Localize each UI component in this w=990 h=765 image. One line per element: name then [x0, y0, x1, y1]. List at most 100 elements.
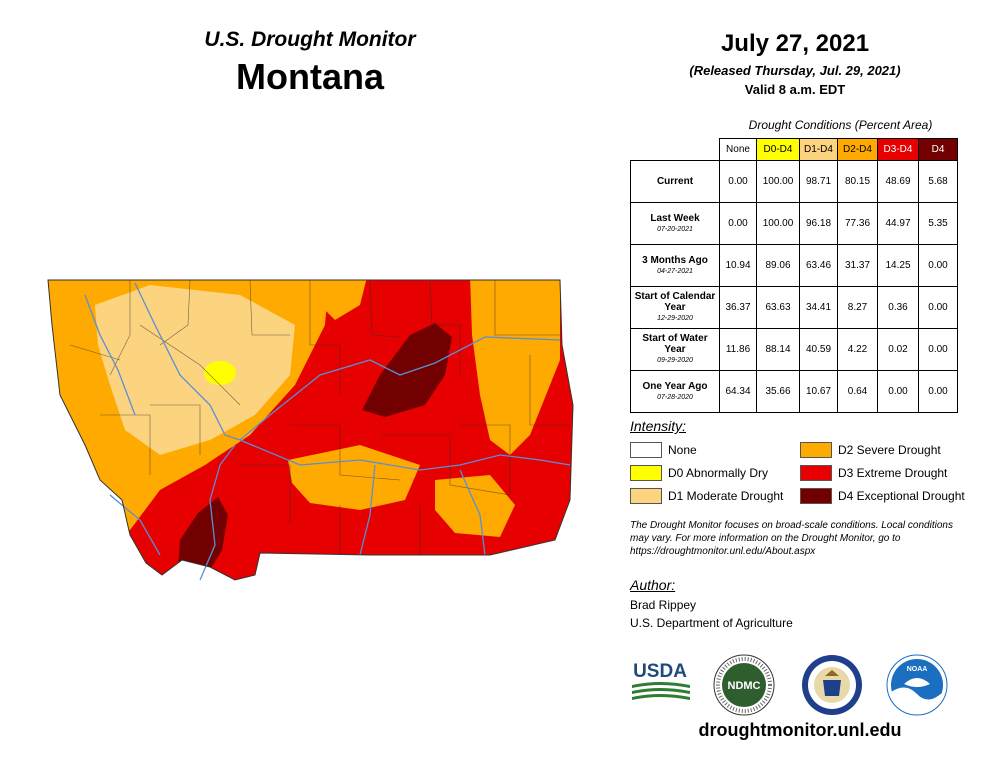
- map-date: July 27, 2021: [720, 30, 870, 57]
- d2-region-northeast: [470, 280, 560, 455]
- table-cell: 64.34: [719, 370, 757, 413]
- author-org: U.S. Department of Agriculture: [630, 616, 793, 630]
- col-header-d3-d4: D3-D4: [877, 138, 919, 161]
- row-date: 09-29-2020: [657, 357, 693, 364]
- table-cell: 4.22: [837, 328, 878, 371]
- row-label-text: Start of Water Year: [642, 333, 708, 355]
- table-row: 3 Months Ago 04-27-2021 10.94 89.06 63.46…: [630, 244, 958, 287]
- table-cell: 10.67: [799, 370, 838, 413]
- legend-swatch: [800, 488, 832, 504]
- row-label: Start of Calendar Year 12-29-2020: [630, 286, 720, 329]
- d4-region-southwest: [178, 497, 228, 580]
- legend-label: D0 Abnormally Dry: [668, 466, 769, 480]
- legend-label: D3 Extreme Drought: [838, 466, 948, 480]
- legend-item-d3: D3 Extreme Drought: [800, 465, 947, 481]
- table-cell: 98.71: [799, 160, 838, 203]
- usda-logo-text: USDA: [633, 661, 687, 682]
- county-lines: [69, 279, 570, 555]
- table-cell: 0.36: [877, 286, 919, 329]
- legend-label: D1 Moderate Drought: [668, 489, 784, 503]
- table-cell: 10.94: [719, 244, 757, 287]
- row-date: 07-28-2020: [657, 393, 693, 401]
- d1-region: [95, 285, 295, 455]
- table-row: Last Week 07-20-2021 0.00 100.00 96.18 77…: [630, 202, 958, 245]
- table-cell: 88.14: [756, 328, 800, 371]
- legend-swatch: [630, 465, 662, 481]
- drought-conditions-table: None D0-D4 D1-D4 D2-D4 D3-D4 D4 Current …: [630, 138, 958, 413]
- table-corner: [630, 138, 720, 161]
- table-cell: 0.00: [918, 328, 958, 371]
- table-cell: 5.68: [918, 160, 958, 203]
- table-cell: 14.25: [877, 244, 919, 287]
- row-label-text: Last Week: [650, 212, 700, 224]
- row-label: Current: [630, 160, 720, 203]
- legend-item-d2: D2 Severe Drought: [800, 442, 941, 458]
- table-cell: 0.00: [918, 286, 958, 329]
- table-cell: 40.59: [799, 328, 838, 371]
- legend-label: None: [668, 443, 697, 457]
- date-block: July 27, 2021 (Released Thursday, Jul. 2…: [640, 30, 950, 97]
- table-cell: 36.37: [719, 286, 757, 329]
- state-name: Montana: [236, 56, 384, 97]
- disclaimer-note: The Drought Monitor focuses on broad-sca…: [630, 520, 953, 557]
- table-cell: 5.35: [918, 202, 958, 245]
- table-row: Start of Calendar Year 12-29-2020 36.37 6…: [630, 286, 958, 329]
- table-cell: 8.27: [837, 286, 878, 329]
- table-cell: 77.36: [837, 202, 878, 245]
- d2-region-southeast: [435, 475, 515, 537]
- row-label-text: 3 Months Ago: [642, 254, 708, 266]
- row-label-text: One Year Ago: [642, 380, 708, 392]
- table-cell: 34.41: [799, 286, 838, 329]
- legend-swatch: [630, 488, 662, 504]
- ndmc-logo-icon: NDMC: [713, 654, 775, 716]
- col-header-d4: D4: [918, 138, 958, 161]
- table-cell: 44.97: [877, 202, 919, 245]
- legend-swatch: [800, 465, 832, 481]
- d0-region: [204, 361, 236, 385]
- table-caption: Drought Conditions (Percent Area): [748, 118, 933, 132]
- ndmc-logo-text: NDMC: [728, 680, 761, 692]
- table-cell: 0.00: [918, 244, 958, 287]
- row-label: One Year Ago 07-28-2020: [630, 370, 720, 413]
- col-header-d2-d4: D2-D4: [837, 138, 878, 161]
- table-cell: 0.00: [719, 160, 757, 203]
- table-cell: 0.00: [918, 370, 958, 413]
- montana-drought-map: [47, 279, 574, 581]
- row-date: 04-27-2021: [657, 267, 693, 275]
- table-cell: 63.46: [799, 244, 838, 287]
- noaa-logo-icon: NOAA: [886, 654, 948, 716]
- row-label: Last Week 07-20-2021: [630, 202, 720, 245]
- col-header-d1-d4: D1-D4: [799, 138, 838, 161]
- valid-time: Valid 8 a.m. EDT: [744, 82, 846, 97]
- table-cell: 89.06: [756, 244, 800, 287]
- author-name: Brad Rippey: [630, 598, 697, 612]
- table-cell: 48.69: [877, 160, 919, 203]
- col-header-none: None: [719, 138, 757, 161]
- legend-item-d1: D1 Moderate Drought: [630, 488, 783, 504]
- commerce-seal-icon: [802, 655, 862, 715]
- d2-region-central: [288, 445, 420, 510]
- row-label: 3 Months Ago 04-27-2021: [630, 244, 720, 287]
- table-cell: 0.02: [877, 328, 919, 371]
- table-cell: 100.00: [756, 202, 800, 245]
- table-header-row: None D0-D4 D1-D4 D2-D4 D3-D4 D4: [630, 138, 958, 161]
- noaa-logo-text: NOAA: [907, 666, 928, 673]
- table-cell: 80.15: [837, 160, 878, 203]
- table-row: Start of Water Year 09-29-2020 11.86 88.1…: [630, 328, 958, 371]
- table-cell: 35.66: [756, 370, 800, 413]
- table-row: Current 0.00 100.00 98.71 80.15 48.69 5.…: [630, 160, 958, 203]
- table-cell: 0.00: [877, 370, 919, 413]
- row-label-text: Current: [656, 176, 694, 187]
- rivers: [84, 282, 571, 581]
- author-title: Author:: [630, 577, 676, 593]
- legend-title: Intensity:: [630, 418, 687, 434]
- table-cell: 0.64: [837, 370, 878, 413]
- release-date: (Released Thursday, Jul. 29, 2021): [689, 63, 901, 78]
- usda-logo-icon: USDA: [632, 661, 690, 700]
- legend-label: D4 Exceptional Drought: [838, 489, 965, 503]
- map-title: U.S. Drought Monitor: [204, 28, 416, 51]
- legend-item-d0: D0 Abnormally Dry: [630, 465, 768, 481]
- website-url[interactable]: droughtmonitor.unl.edu: [698, 720, 902, 740]
- row-date: 07-20-2021: [657, 225, 693, 233]
- legend-item-none: None: [630, 442, 697, 458]
